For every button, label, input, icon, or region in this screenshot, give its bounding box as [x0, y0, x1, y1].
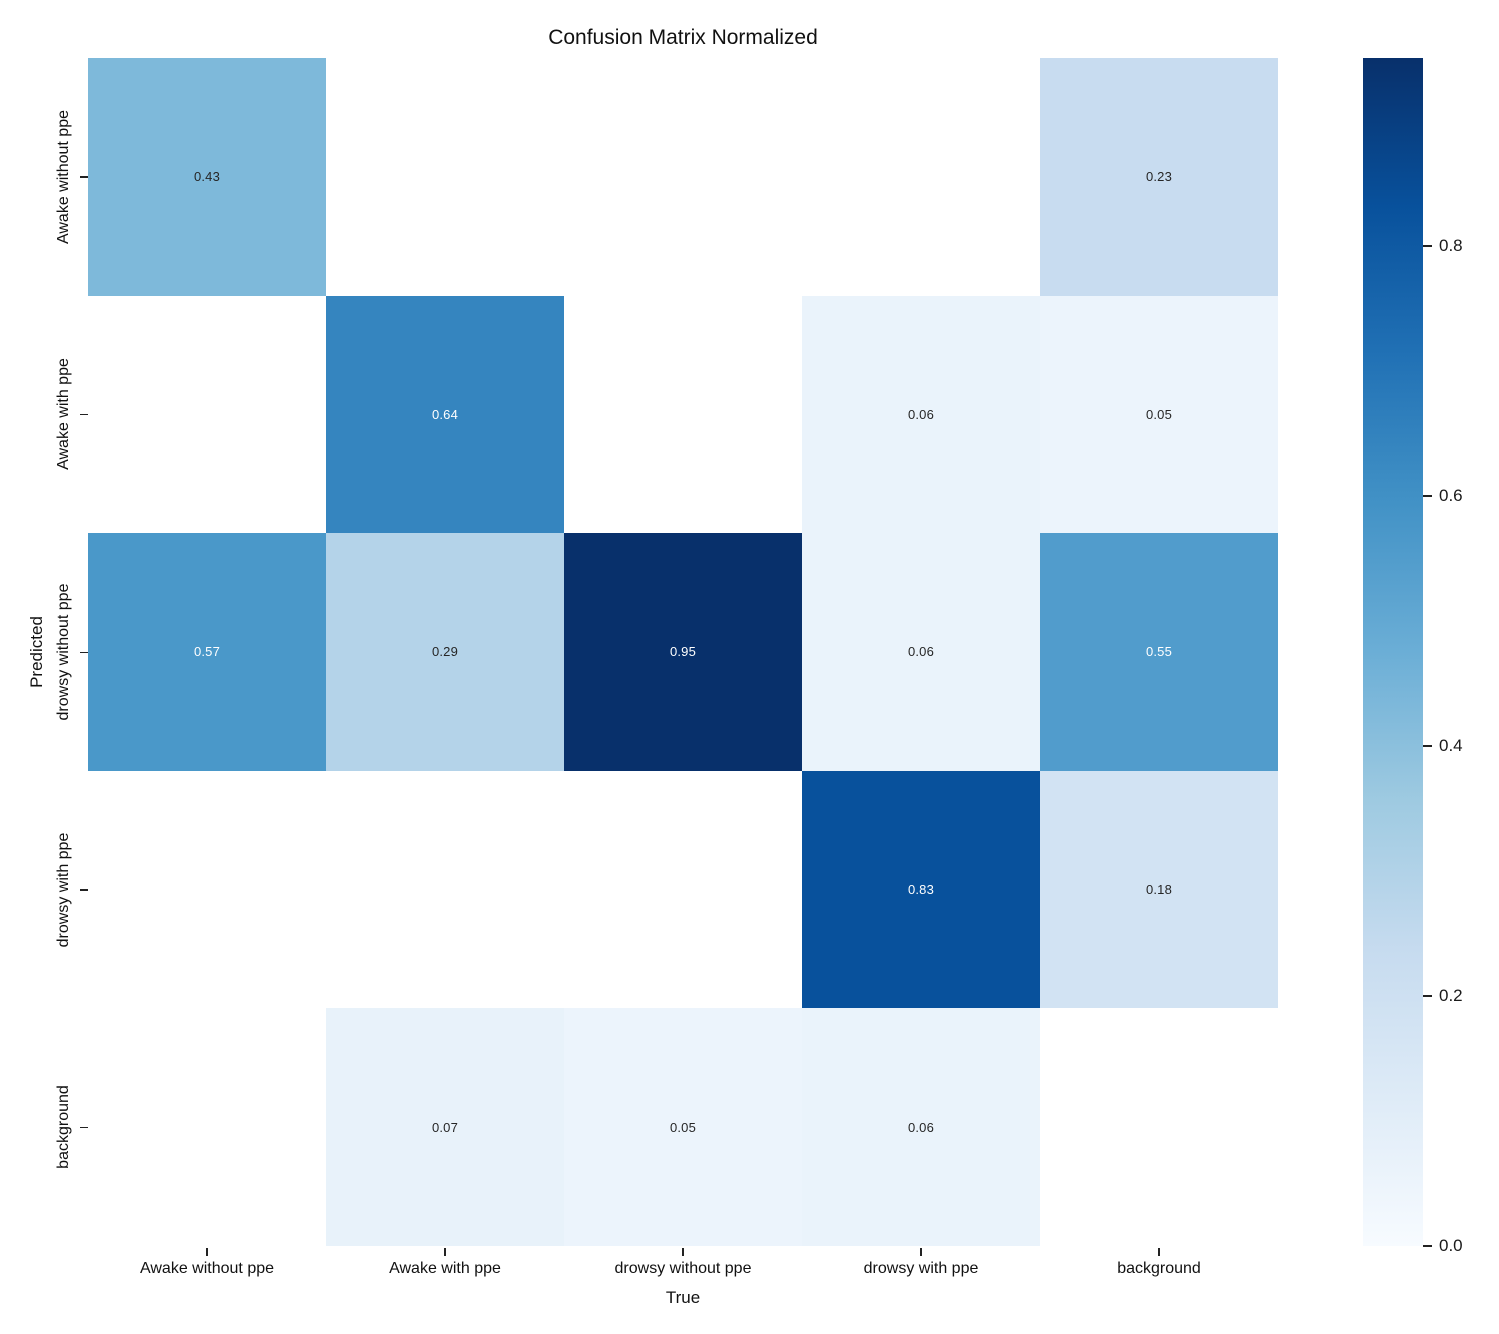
heatmap-cell — [802, 58, 1040, 296]
cell-value: 0.29 — [431, 644, 459, 660]
heatmap-cell — [88, 1008, 326, 1246]
cell-value: 0.23 — [1145, 169, 1173, 185]
colorbar-tick-mark — [1423, 244, 1432, 247]
heatmap-cell — [564, 58, 802, 296]
heatmap-cell: 0.57 — [88, 533, 326, 771]
colorbar-tick-mark — [1423, 744, 1432, 747]
x-tick-mark — [206, 1248, 208, 1256]
x-tick-mark — [682, 1248, 684, 1256]
cell-value: 0.57 — [193, 644, 221, 660]
heatmap-plot-area: 0.43 0.23 0.64 0.06 0.05 0.57 0.29 0.95 0.06 0.55… — [88, 58, 1278, 1246]
cell-value: 0.07 — [431, 1119, 459, 1135]
heatmap-cell: 0.95 — [564, 533, 802, 771]
chart-title: Confusion Matrix Normalized — [548, 26, 818, 49]
colorbar-tick-label: 0.8 — [1439, 235, 1463, 255]
colorbar-tick-mark — [1423, 994, 1432, 997]
cell-value: 0.06 — [907, 644, 935, 660]
colorbar-gradient — [1363, 58, 1423, 1246]
cell-value: 0.95 — [669, 644, 697, 660]
y-tick-label: drowsy without ppe — [55, 583, 72, 721]
x-tick-mark — [1158, 1248, 1160, 1256]
x-tick-mark — [444, 1248, 446, 1256]
cell-value: 0.06 — [907, 406, 935, 422]
x-tick-label: background — [1117, 1260, 1201, 1277]
cell-value: 0.06 — [907, 1119, 935, 1135]
colorbar-tick-label: 0.0 — [1439, 1236, 1463, 1255]
heatmap-cell — [326, 770, 564, 1009]
x-tick-label: drowsy without ppe — [614, 1260, 752, 1277]
heatmap-cell: 0.18 — [1040, 770, 1278, 1009]
colorbar-tick-label: 0.6 — [1439, 485, 1463, 505]
heatmap-cell: 0.06 — [802, 533, 1040, 771]
x-tick-label: Awake without ppe — [139, 1260, 275, 1277]
heatmap-cell — [88, 295, 326, 534]
cell-value: 0.83 — [907, 882, 935, 898]
x-axis-label: True — [665, 1288, 701, 1307]
heatmap-cell — [564, 770, 802, 1009]
y-tick-mark — [80, 651, 88, 654]
heatmap-cell: 0.55 — [1040, 533, 1278, 771]
x-tick-label: drowsy with ppe — [863, 1260, 979, 1277]
colorbar-tick-label: 0.2 — [1439, 985, 1463, 1005]
heatmap-cell: 0.05 — [1040, 295, 1278, 534]
heatmap-cell: 0.07 — [326, 1008, 564, 1246]
y-tick-mark — [80, 1126, 88, 1129]
heatmap-cell: 0.06 — [802, 295, 1040, 534]
cell-value: 0.64 — [431, 406, 459, 422]
y-tick-mark — [80, 413, 88, 416]
y-tick-label: Awake with ppe — [55, 358, 72, 471]
cell-value: 0.43 — [193, 169, 221, 185]
x-tick-mark — [920, 1248, 922, 1256]
heatmap-cell: 0.06 — [802, 1008, 1040, 1246]
y-tick-label: background — [55, 1085, 72, 1169]
cell-value: 0.18 — [1145, 882, 1173, 898]
y-axis-label: Predicted — [27, 616, 46, 688]
heatmap-cell — [564, 295, 802, 534]
heatmap-cell: 0.64 — [326, 295, 564, 534]
heatmap-cell: 0.23 — [1040, 58, 1278, 296]
heatmap-cell — [326, 58, 564, 296]
y-tick-mark — [80, 176, 88, 178]
y-tick-label: drowsy with ppe — [55, 832, 72, 947]
y-tick-label: Awake without ppe — [55, 109, 72, 244]
cell-value: 0.05 — [1145, 406, 1173, 422]
cell-value: 0.05 — [669, 1119, 697, 1135]
heatmap-cell: 0.83 — [802, 770, 1040, 1009]
y-tick-mark — [80, 889, 88, 891]
colorbar-tick-label: 0.4 — [1439, 735, 1463, 755]
heatmap-cell: 0.43 — [88, 58, 326, 296]
x-tick-label: Awake with ppe — [389, 1260, 501, 1277]
colorbar-tick-mark — [1423, 1245, 1432, 1247]
cell-value: 0.55 — [1145, 644, 1173, 660]
heatmap-cell — [1040, 1008, 1278, 1246]
heatmap-cell: 0.05 — [564, 1008, 802, 1246]
heatmap-cell — [88, 770, 326, 1009]
colorbar-tick-mark — [1423, 494, 1432, 497]
heatmap-cell: 0.29 — [326, 533, 564, 771]
